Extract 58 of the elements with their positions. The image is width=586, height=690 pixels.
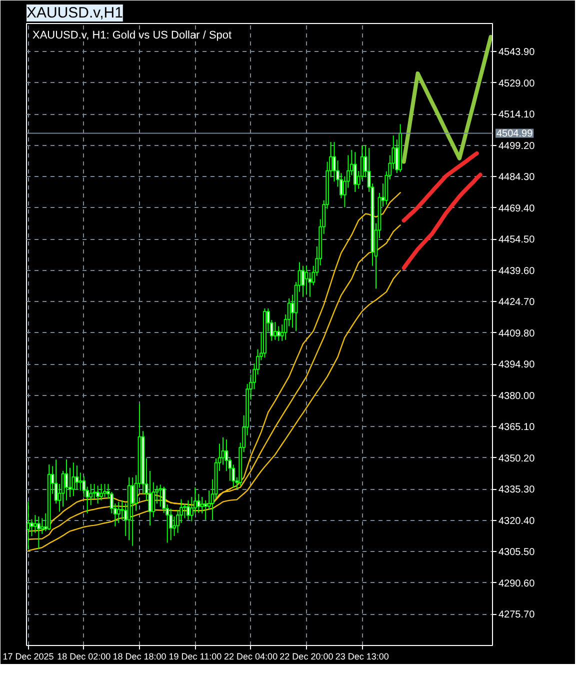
candlestick: [75, 465, 79, 490]
y-tick-label: 4380.00: [498, 390, 536, 402]
text: XAUUSD.v, H1: Gold vs US Dollar / Spot: [32, 30, 232, 42]
candlestick: [204, 500, 208, 520]
y-tick-label: 4499.20: [498, 140, 536, 152]
candlestick: [100, 483, 103, 501]
candlestick: [304, 265, 308, 296]
candlestick: [78, 472, 82, 491]
line-series: [402, 172, 482, 270]
candlestick: [301, 265, 305, 298]
candlestick: [276, 326, 280, 342]
candlestick: [130, 476, 134, 546]
candlestick: [158, 484, 162, 508]
candlestick: [72, 462, 76, 497]
x-tick-label: 23 Dec 13:00: [335, 652, 389, 662]
y-tick-label: 4439.60: [498, 266, 536, 277]
candlestick: [36, 516, 40, 550]
candlestick: [273, 322, 277, 340]
candlestick: [196, 494, 200, 514]
y-tick-label: 4394.90: [498, 360, 536, 371]
candlestick: [89, 483, 93, 506]
line-series: [28, 270, 401, 552]
y-tick-label: 4365.10: [498, 422, 536, 434]
candlestick: [33, 514, 37, 534]
y-tick-label: 4350.20: [498, 453, 536, 464]
candlestick: [169, 508, 173, 541]
candlestick: [116, 501, 120, 524]
line-series: [402, 151, 479, 222]
y-tick-label: 4409.80: [498, 328, 536, 340]
x-tick-label: 18 Dec 18:00: [112, 652, 166, 662]
candlestick: [64, 458, 68, 501]
candlestick: [96, 485, 100, 504]
candlestick: [183, 502, 186, 519]
y-tick-label: 4335.30: [498, 484, 536, 496]
y-tick-label: 4275.70: [498, 610, 536, 621]
y-tick-label: 4484.30: [498, 172, 536, 184]
y-tick-label: 4514.10: [498, 110, 536, 121]
x-tick-label: 19 Dec 11:00: [168, 652, 222, 662]
candlestick: [30, 518, 34, 537]
y-tick-label: 4290.60: [498, 578, 536, 590]
candlestick: [353, 152, 357, 192]
chart-title: XAUUSD.v,H1: [26, 4, 123, 22]
ref-line-label: 4504.99: [496, 128, 534, 140]
y-tick-label: 4454.50: [498, 234, 536, 246]
candlestick: [103, 483, 106, 498]
x-tick-label: 22 Dec 04:00: [224, 652, 278, 662]
y-tick-label: 4469.40: [498, 203, 536, 214]
x-tick-label: 17 Dec 2025: [2, 652, 54, 662]
candlestick: [186, 500, 190, 520]
y-tick-label: 4424.70: [498, 297, 536, 308]
y-tick-label: 4529.00: [498, 78, 536, 90]
candlestick: [40, 518, 44, 534]
y-tick-label: 4543.90: [498, 47, 536, 58]
y-tick-label: 4305.50: [498, 547, 536, 558]
line-series: [402, 34, 492, 164]
x-tick-label: 22 Dec 20:00: [280, 652, 334, 662]
y-tick-label: 4320.40: [498, 516, 536, 527]
x-tick-label: 18 Dec 02:00: [57, 652, 111, 662]
